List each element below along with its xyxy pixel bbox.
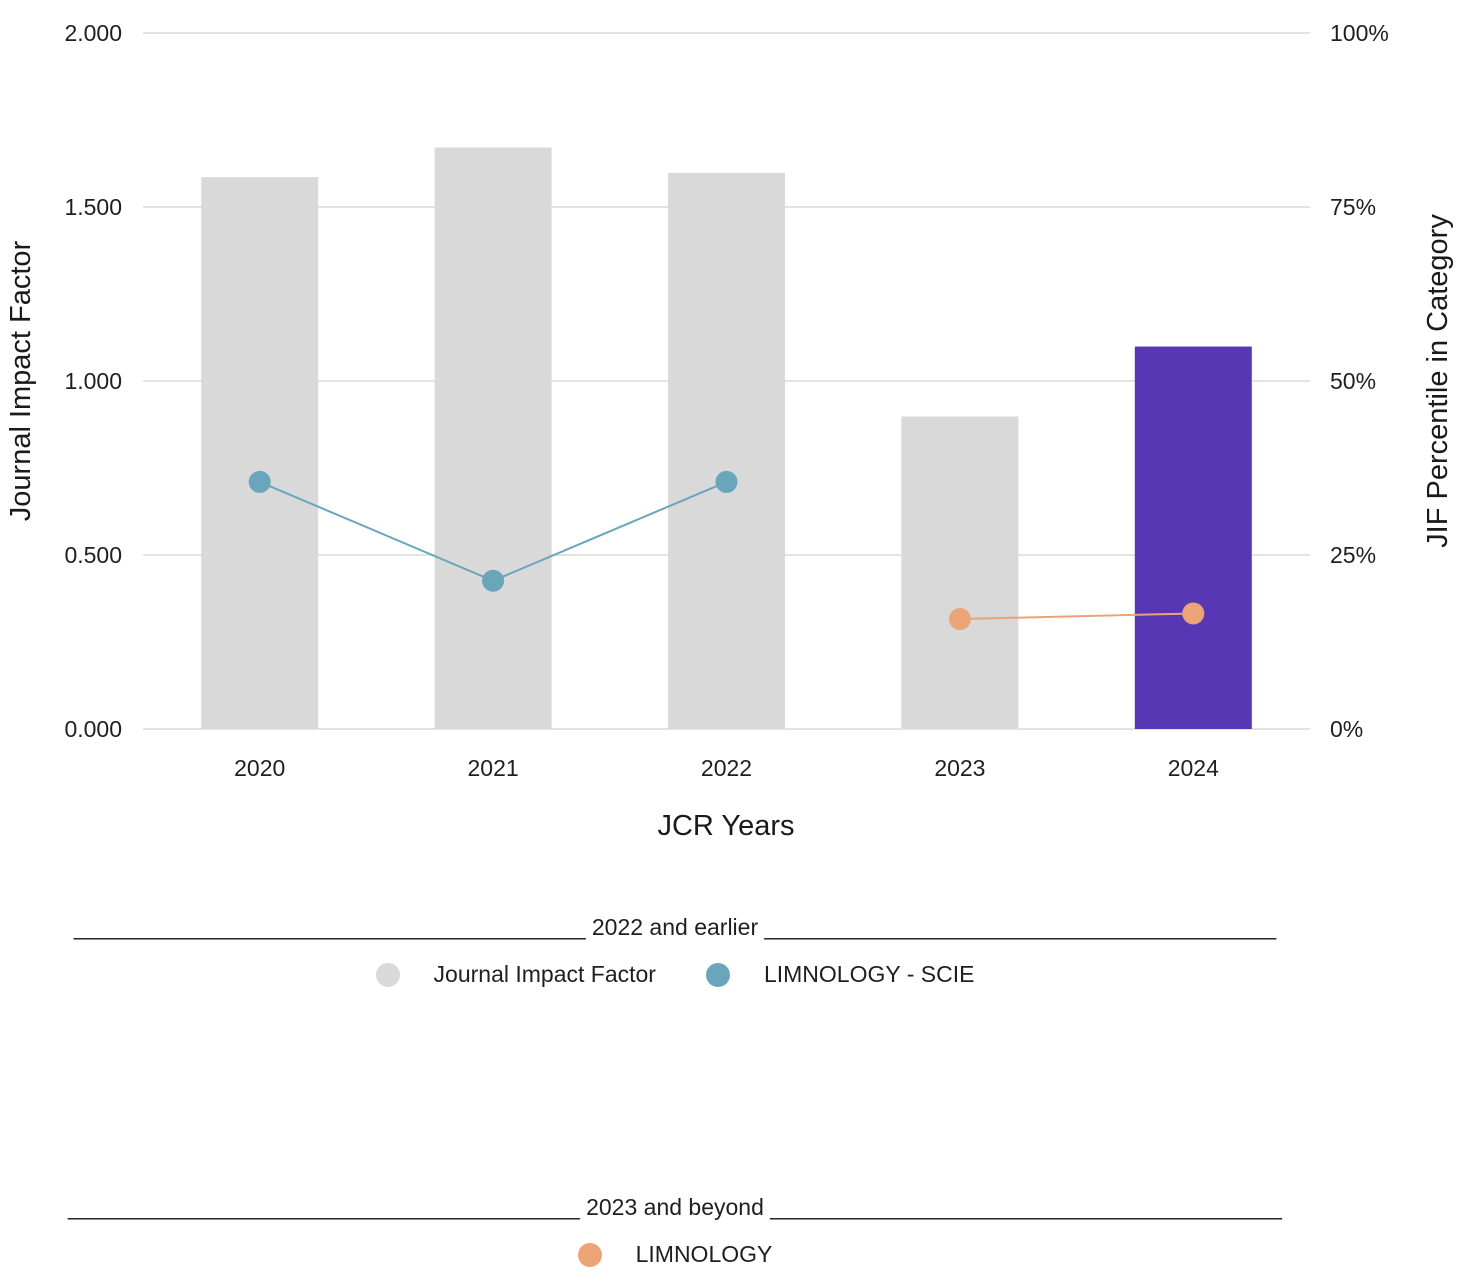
y2-tick-label: 100% xyxy=(1330,20,1389,46)
x-axis-ticks: 2020 2021 2022 2023 2024 xyxy=(234,755,1219,781)
x-tick-label: 2020 xyxy=(234,755,285,781)
point-2024 xyxy=(1182,602,1205,625)
bar-2022 xyxy=(668,172,785,729)
point-2020 xyxy=(248,470,271,493)
y-tick-label: 0.500 xyxy=(64,542,122,568)
y2-axis-ticks: 0% 25% 50% 75% 100% xyxy=(1330,20,1389,742)
bars xyxy=(201,147,1252,729)
x-tick-label: 2021 xyxy=(468,755,519,781)
percentile-lines xyxy=(248,470,1205,631)
y2-tick-label: 50% xyxy=(1330,368,1376,394)
legend-label: LIMNOLOGY xyxy=(635,1241,773,1267)
legend-swatch-jif xyxy=(375,962,400,987)
x-axis-title: JCR Years xyxy=(657,810,794,842)
legend-label: LIMNOLOGY - SCIE xyxy=(763,961,975,987)
y2-axis-title: JIF Percentile in Category xyxy=(1422,214,1454,548)
y2-tick-label: 25% xyxy=(1330,542,1376,568)
bar-2020 xyxy=(201,177,319,729)
y-axis-title: Journal Impact Factor xyxy=(5,240,37,521)
legend-item-limnology[interactable]: LIMNOLOGY xyxy=(577,1241,773,1268)
y2-tick-label: 0% xyxy=(1330,716,1363,742)
legend-item-limnology-scie[interactable]: LIMNOLOGY - SCIE xyxy=(705,961,975,988)
x-tick-label: 2023 xyxy=(934,755,985,781)
legend-swatch-limnology-scie xyxy=(705,962,730,987)
legend-swatch-limnology xyxy=(577,1242,602,1267)
bar-2021 xyxy=(434,147,552,729)
x-tick-label: 2024 xyxy=(1168,755,1219,781)
x-tick-label: 2022 xyxy=(701,755,752,781)
y-tick-label: 2.000 xyxy=(64,20,122,46)
y-tick-label: 1.000 xyxy=(64,368,122,394)
jif-chart: 0.000 0.500 1.000 1.500 2.000 0% 25% 50% 75% 100… xyxy=(5,20,1454,842)
point-2021 xyxy=(482,569,505,592)
bar-2024 xyxy=(1134,346,1252,729)
legend-group-2022-and-earlier: ________________________________________… xyxy=(0,914,1350,988)
legend-item-journal-impact-factor[interactable]: Journal Impact Factor xyxy=(375,961,656,988)
legend-group-2023-and-beyond: ________________________________________… xyxy=(0,1194,1350,1268)
y2-tick-label: 75% xyxy=(1330,194,1376,220)
point-2022 xyxy=(715,470,738,493)
legend-label: Journal Impact Factor xyxy=(433,961,656,987)
y-axis-ticks: 0.000 0.500 1.000 1.500 2.000 xyxy=(64,20,122,742)
line-series-1 xyxy=(959,612,1194,621)
bar-2023 xyxy=(901,416,1019,729)
y-tick-label: 0.000 xyxy=(64,716,122,742)
point-2023 xyxy=(948,608,971,631)
y-tick-label: 1.500 xyxy=(64,194,122,220)
legend-header-2022-and-earlier: ________________________________________… xyxy=(73,914,1277,940)
legend-header-2023-and-beyond: ________________________________________… xyxy=(68,1194,1282,1220)
